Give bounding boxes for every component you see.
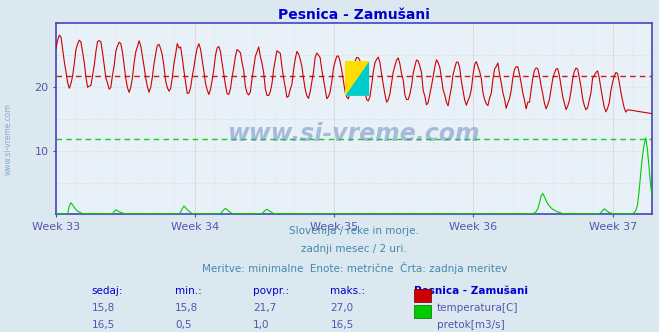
Text: min.:: min.:	[175, 286, 202, 295]
Bar	[414, 289, 430, 301]
Text: 1,0: 1,0	[253, 320, 270, 330]
Text: 16,5: 16,5	[92, 320, 115, 330]
Text: 0,5: 0,5	[175, 320, 192, 330]
Polygon shape	[345, 61, 369, 96]
Text: Pesnica - Zamušani: Pesnica - Zamušani	[414, 286, 528, 295]
Text: Meritve: minimalne  Enote: metrične  Črta: zadnja meritev: Meritve: minimalne Enote: metrične Črta:…	[202, 262, 507, 274]
FancyBboxPatch shape	[345, 61, 369, 96]
Text: povpr.:: povpr.:	[253, 286, 289, 295]
Text: Slovenija / reke in morje.: Slovenija / reke in morje.	[289, 226, 419, 236]
Text: 15,8: 15,8	[92, 303, 115, 313]
Bar	[414, 305, 430, 318]
Text: 15,8: 15,8	[175, 303, 198, 313]
Text: 27,0: 27,0	[330, 303, 353, 313]
Text: maks.:: maks.:	[330, 286, 366, 295]
Text: sedaj:: sedaj:	[92, 286, 123, 295]
Text: www.si-vreme.com: www.si-vreme.com	[228, 122, 480, 146]
Text: zadnji mesec / 2 uri.: zadnji mesec / 2 uri.	[301, 244, 407, 254]
Text: www.si-vreme.com: www.si-vreme.com	[3, 104, 13, 175]
Title: Pesnica - Zamušani: Pesnica - Zamušani	[278, 8, 430, 22]
Text: temperatura[C]: temperatura[C]	[436, 303, 518, 313]
Text: 21,7: 21,7	[253, 303, 276, 313]
Text: 16,5: 16,5	[330, 320, 354, 330]
Text: pretok[m3/s]: pretok[m3/s]	[436, 320, 504, 330]
